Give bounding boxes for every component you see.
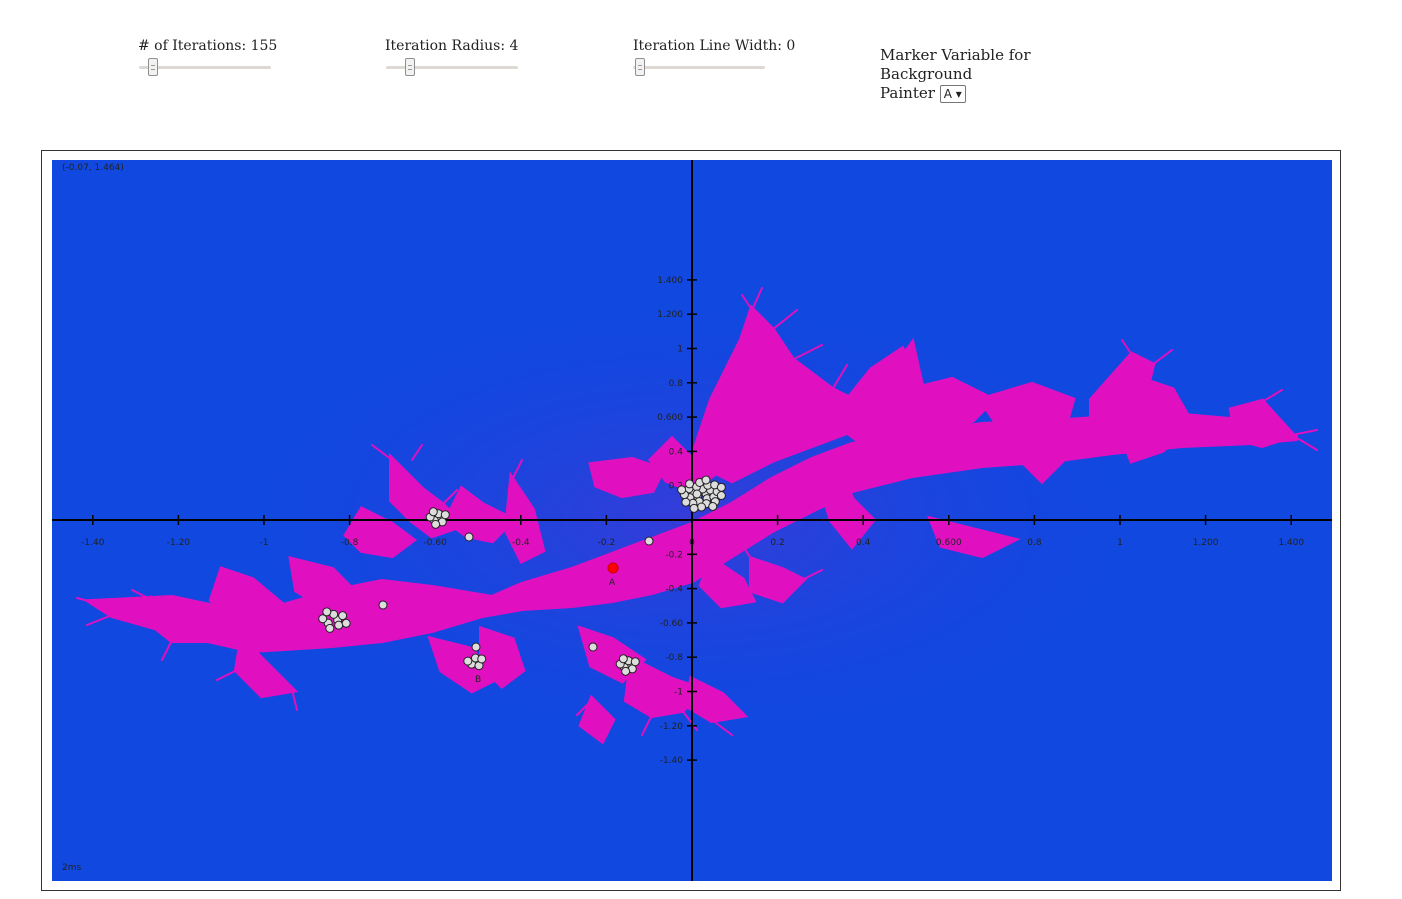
marker-select[interactable]: A ▾	[939, 85, 966, 103]
orbit-point	[716, 491, 726, 501]
iterations-slider-thumb[interactable]	[148, 58, 158, 76]
y-tick-label: -1	[674, 688, 683, 698]
timing-readout: 2ms	[62, 863, 81, 873]
marker-label-line2: Painter	[880, 84, 935, 102]
orbit-point	[630, 657, 640, 667]
orbit-point	[325, 623, 335, 633]
y-tick-label: 1.200	[657, 310, 683, 320]
julia-set-filaments	[76, 287, 1318, 736]
iterations-slider[interactable]	[139, 56, 271, 78]
coordinate-readout: (-0.07, 1.464)	[62, 163, 124, 173]
orbit-point	[334, 620, 344, 630]
orbit-point	[440, 510, 450, 520]
orbit-point	[716, 482, 726, 492]
line-width-slider[interactable]	[633, 56, 765, 78]
x-tick-label: -1	[260, 538, 269, 548]
orbit-point	[677, 485, 687, 495]
orbit-point	[701, 475, 711, 485]
y-tick-label: 0.600	[657, 413, 683, 423]
x-tick-label: -1.20	[167, 538, 191, 548]
x-tick-label: 0.8	[1027, 538, 1042, 548]
y-tick-label: 0.8	[669, 379, 684, 389]
fractal-canvas[interactable]: -1.40 -1.20 -1 -0.8 -0.60 -0.4 -0.2 0 0.2 0.4 0.60…	[52, 160, 1332, 881]
orbit-point	[431, 519, 441, 529]
x-tick-label: 0.4	[856, 538, 871, 548]
line-width-slider-thumb[interactable]	[635, 58, 645, 76]
orbit-point	[322, 607, 332, 617]
y-tick-label: 0.4	[669, 447, 684, 457]
x-tick-label: 0.2	[770, 538, 784, 548]
marker-select-value: A	[943, 87, 952, 101]
line-width-control: Iteration Line Width: 0	[633, 38, 795, 54]
marker-control: Marker Variable for Background Painter A…	[880, 46, 1120, 103]
radius-slider[interactable]	[386, 56, 518, 78]
x-tick-label: 1.200	[1193, 538, 1219, 548]
x-tick-label: 0.600	[936, 538, 962, 548]
tick-labels: -1.40 -1.20 -1 -0.8 -0.60 -0.4 -0.2 0 0.2 0.4 0.60…	[81, 276, 1304, 766]
orbit-point	[428, 507, 438, 517]
iterations-label: # of Iterations: 155	[138, 38, 278, 54]
line-width-label: Iteration Line Width: 0	[633, 38, 796, 54]
radius-slider-track[interactable]	[386, 66, 518, 69]
y-tick-label: -0.60	[660, 619, 684, 629]
point-b-label: B	[475, 675, 481, 685]
x-tick-label: 1	[1117, 538, 1123, 548]
y-tick-label: -1.40	[660, 756, 684, 766]
orbit-point	[338, 611, 348, 621]
iterations-slider-track[interactable]	[139, 66, 271, 69]
orbit-point	[621, 666, 631, 676]
radius-slider-thumb[interactable]	[405, 58, 415, 76]
x-tick-label: 1.400	[1278, 538, 1304, 548]
orbit-point	[681, 497, 691, 507]
orbit-point	[477, 654, 487, 664]
orbit-point	[696, 502, 706, 512]
y-tick-label: 1	[677, 345, 683, 355]
y-tick-label: -0.2	[665, 550, 683, 560]
marker-label-line1: Marker Variable for Background	[880, 46, 1031, 83]
y-tick-label: 0.2	[669, 482, 683, 492]
orbit-point	[708, 501, 718, 511]
chevron-down-icon: ▾	[955, 87, 962, 101]
y-tick-label: -0.4	[665, 585, 683, 595]
x-tick-label: -0.4	[512, 538, 530, 548]
y-tick-label: 1.400	[657, 276, 683, 286]
orbit-point	[685, 479, 695, 489]
orbit-point	[318, 614, 328, 624]
point-a-label: A	[609, 578, 616, 588]
line-width-slider-track[interactable]	[633, 66, 765, 69]
y-tick-label: -1.20	[660, 722, 684, 732]
orbit-point	[463, 656, 473, 666]
iterations-control: # of Iterations: 155	[138, 38, 277, 54]
orbit-point	[618, 654, 628, 664]
orbit-markers	[318, 475, 726, 676]
x-tick-label: -0.8	[341, 538, 359, 548]
orbit-point	[341, 618, 351, 628]
x-tick-label: -0.60	[424, 538, 448, 548]
x-tick-label: 0	[689, 538, 695, 548]
orbit-point	[588, 642, 598, 652]
radius-label: Iteration Radius: 4	[385, 38, 519, 54]
orbit-point	[378, 600, 388, 610]
x-tick-label: -0.2	[598, 538, 616, 548]
y-tick-label: -0.8	[665, 653, 683, 663]
orbit-point	[464, 532, 474, 542]
julia-set	[82, 304, 1299, 745]
orbit-point	[692, 489, 702, 499]
x-tick-label: -1.40	[81, 538, 105, 548]
orbit-point	[689, 503, 699, 513]
radius-control: Iteration Radius: 4	[385, 38, 518, 54]
orbit-point	[644, 536, 654, 546]
orbit-point	[471, 642, 481, 652]
point-a-marker[interactable]	[607, 562, 619, 574]
